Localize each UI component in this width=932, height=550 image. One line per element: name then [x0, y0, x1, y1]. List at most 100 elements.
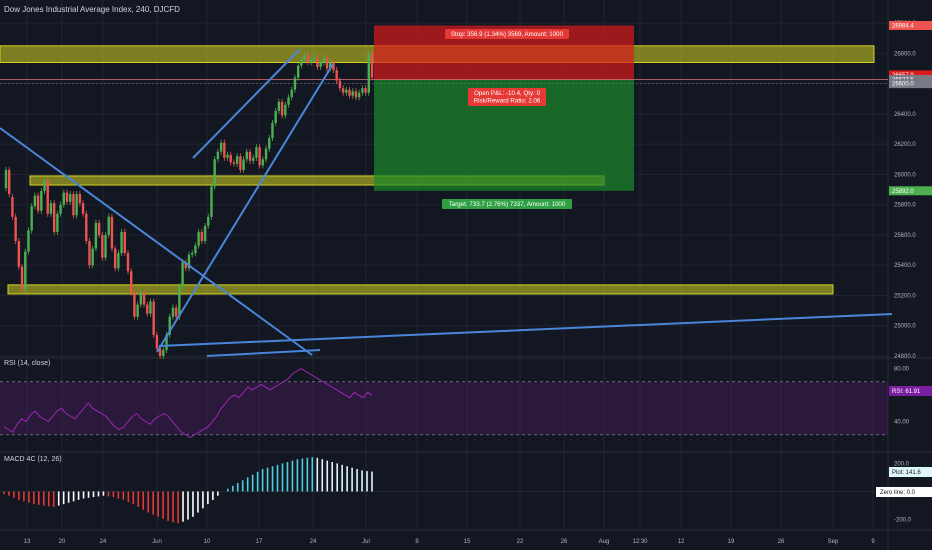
candle-body	[290, 89, 293, 98]
candle-body	[187, 254, 191, 269]
candle-body	[322, 57, 326, 63]
candle-body	[268, 138, 271, 149]
candle-body	[65, 192, 69, 202]
price-axis-tick-label: 24800.0	[894, 354, 916, 360]
candle-body	[162, 349, 165, 356]
candle-body	[296, 65, 300, 78]
target-label-bg	[442, 199, 572, 209]
candle-body	[271, 122, 274, 139]
time-axis-tick-label: 24	[100, 539, 107, 545]
candle-body	[203, 225, 207, 242]
position-info-text: Open P&L: -10.4, Qty: 0	[474, 90, 541, 97]
candle-body	[284, 104, 287, 116]
macd-axis-tick-label: -200.0	[894, 518, 912, 524]
candle-body	[207, 216, 210, 226]
candle-body	[280, 101, 284, 116]
candle-body	[197, 231, 200, 246]
candle-body	[361, 88, 364, 93]
candle-body	[367, 53, 370, 93]
candle-body	[146, 304, 149, 314]
macd-axis-tick-label: 200.0	[894, 461, 910, 467]
candle-body	[136, 304, 139, 317]
candle-body	[200, 231, 204, 242]
price-axis-tick-label: 25000.0	[894, 324, 916, 330]
candle-body	[69, 194, 72, 202]
rsi-value-tag-bg	[889, 386, 932, 396]
candle-body	[4, 169, 8, 189]
candle-body	[168, 316, 171, 335]
candle-body	[332, 62, 335, 71]
candle-body	[226, 154, 229, 158]
candle-body	[20, 266, 24, 290]
candle-body	[46, 180, 49, 214]
stop-label-bg	[445, 29, 569, 39]
trend-line	[206, 349, 321, 357]
candle-body	[300, 59, 303, 66]
candle-body	[213, 159, 216, 187]
price-axis-tick-label: 26200.0	[894, 142, 916, 148]
candle-body	[33, 195, 37, 207]
candle-body	[345, 89, 348, 93]
candle-body	[303, 54, 306, 60]
candle-body	[194, 245, 197, 254]
candle-body	[223, 142, 226, 158]
time-axis-tick-label: 22	[517, 539, 524, 545]
rsi-axis-tick-label: 40.00	[894, 420, 910, 426]
candle-body	[36, 195, 40, 211]
time-axis-tick-label: Jun	[152, 539, 162, 545]
time-axis-tick-label: Aug	[599, 539, 610, 545]
price-axis-tick-label: 25400.0	[894, 263, 916, 269]
candle-body	[155, 334, 159, 349]
candle-body	[94, 222, 98, 249]
candle-body	[239, 156, 242, 170]
time-axis-tick-label: Jul	[362, 539, 370, 545]
candle-body	[120, 231, 123, 254]
price-axis-tick-label: 26800.0	[894, 51, 916, 57]
candle-body	[338, 80, 342, 89]
candle-body	[113, 248, 117, 269]
time-axis-tick-label: 26	[561, 539, 568, 545]
target-label: Target: 733.7 (2.76%) 7337, Amount: 1000	[442, 199, 572, 209]
trend-line	[192, 48, 301, 159]
price-axis-tick-label: 26000.0	[894, 172, 916, 178]
candle-body	[62, 192, 65, 205]
candle-body	[165, 334, 168, 350]
time-axis-tick-label: 10	[204, 539, 211, 545]
candle-body	[17, 241, 21, 267]
price-axis-tick-label: 25600.0	[894, 233, 916, 239]
stop-label-text: Stop: 356.9 (1.34%) 3569, Amount: 1000	[451, 31, 564, 38]
candle-body	[24, 251, 27, 290]
candle-body	[261, 159, 265, 166]
candle-body	[11, 197, 14, 217]
candle-body	[313, 57, 316, 60]
rsi-line	[3, 368, 373, 438]
candle-body	[341, 88, 345, 93]
trend-line	[156, 63, 334, 353]
candle-body	[191, 253, 194, 255]
price-tag-label: 25892.0	[892, 189, 914, 195]
rsi-band	[0, 381, 888, 435]
price-axis-tick-label: 26400.0	[894, 112, 916, 118]
macd-plot-tag-bg	[889, 467, 932, 477]
candle-body	[258, 147, 261, 166]
candle-body	[158, 348, 162, 356]
candle-body	[149, 301, 152, 314]
candle-body	[91, 248, 94, 266]
horizontal-zone	[7, 284, 834, 295]
candle-body	[348, 89, 351, 96]
candle-body	[56, 213, 59, 232]
candle-body	[319, 62, 322, 68]
candle-body	[52, 203, 56, 232]
candle-body	[43, 180, 46, 192]
candle-body	[357, 92, 361, 98]
candle-body	[216, 151, 220, 160]
price-tag-label: 26984.4	[892, 23, 914, 29]
macd-zero-tag: Zero line: 0.0	[880, 490, 916, 496]
time-axis-tick-label: 13	[24, 539, 31, 545]
candle-body	[370, 53, 374, 78]
candle-body	[30, 206, 33, 231]
candle-body	[184, 262, 187, 269]
